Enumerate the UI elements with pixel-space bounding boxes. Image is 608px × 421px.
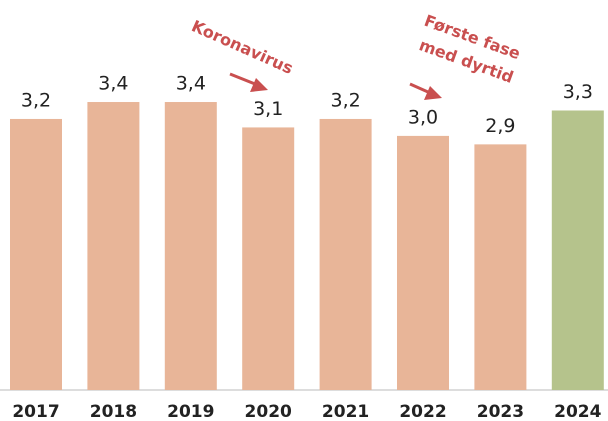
- x-tick-label: 2018: [90, 402, 137, 421]
- arrow: [229, 72, 268, 92]
- value-label: 3,2: [330, 89, 360, 111]
- bar: [397, 135, 449, 390]
- x-tick-label: 2023: [477, 402, 524, 421]
- x-tick-label: 2022: [399, 402, 446, 421]
- x-tick-label: 2024: [554, 402, 601, 421]
- value-label: 3,2: [21, 89, 51, 111]
- x-tick-label: 2017: [12, 402, 59, 421]
- annotation: Koronavirus: [189, 16, 296, 78]
- value-label: 3,4: [98, 73, 128, 95]
- x-tick-label: 2020: [245, 402, 292, 421]
- arrow: [409, 82, 442, 100]
- x-tick-label: 2021: [322, 402, 369, 421]
- x-tick-label: 2019: [167, 402, 214, 421]
- bar: [87, 102, 140, 391]
- value-label: 3,1: [253, 98, 283, 120]
- bar: [551, 110, 604, 391]
- bar: [319, 118, 372, 391]
- value-label: 3,3: [563, 81, 593, 103]
- bar: [474, 144, 527, 390]
- value-label: 3,4: [176, 73, 206, 95]
- bar: [164, 102, 217, 391]
- value-label: 2,9: [485, 115, 515, 137]
- bar: [10, 118, 62, 391]
- bar: [242, 127, 295, 391]
- value-label: 3,0: [408, 106, 438, 128]
